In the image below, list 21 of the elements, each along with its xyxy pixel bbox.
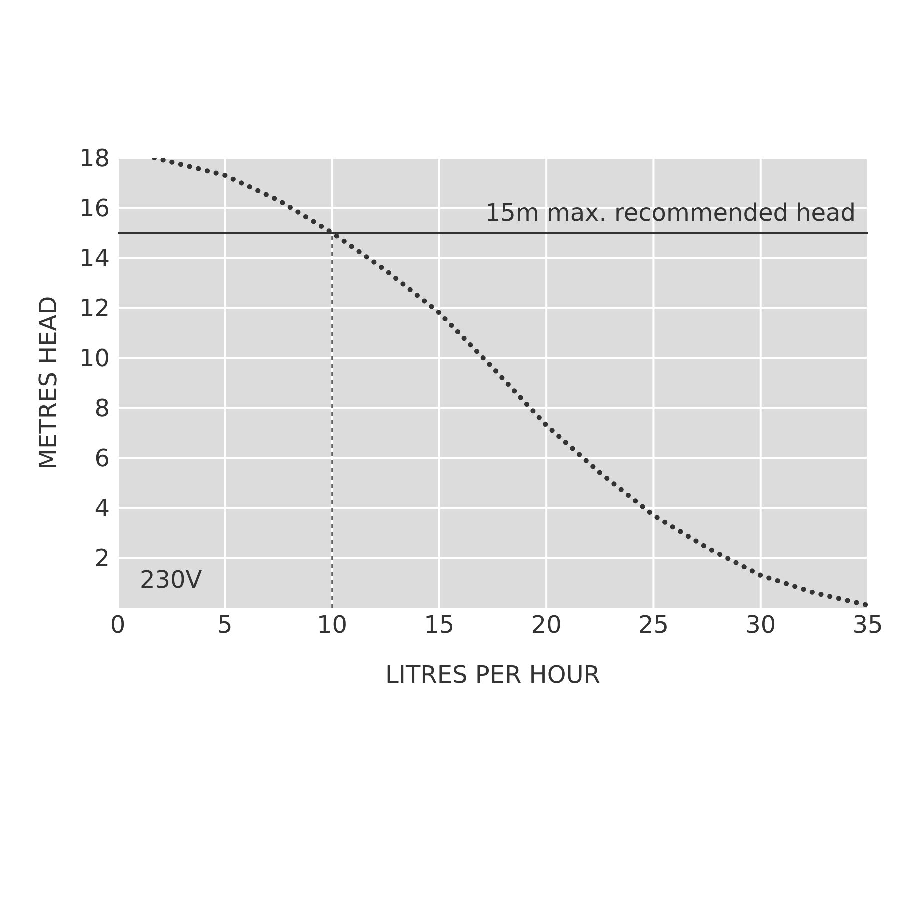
x-tick-label: 15	[424, 611, 455, 640]
y-tick-label: 6	[94, 444, 110, 473]
y-tick-label: 12	[79, 294, 110, 323]
x-tick-label: 35	[852, 611, 884, 640]
y-tick-label: 10	[79, 344, 110, 373]
y-tick-label: 16	[79, 194, 110, 223]
x-tick-label: 10	[317, 611, 348, 640]
x-tick-label: 30	[746, 611, 776, 640]
x-tick-label: 25	[638, 611, 669, 640]
y-tick-label: 18	[79, 144, 110, 173]
x-tick-label: 5	[218, 611, 233, 640]
y-tick-label: 8	[94, 394, 110, 423]
x-tick-label: 0	[110, 611, 126, 640]
y-tick-label: 2	[94, 544, 110, 573]
annotation: 230V	[140, 566, 202, 594]
ref-line-label: 15m max. recommended head	[485, 199, 856, 227]
y-tick-label: 14	[79, 244, 110, 273]
y-axis-title: METRES HEAD	[34, 296, 63, 470]
x-tick-label: 20	[531, 611, 562, 640]
y-tick-label: 4	[94, 494, 110, 523]
x-axis-title: LITRES PER HOUR	[386, 661, 600, 689]
